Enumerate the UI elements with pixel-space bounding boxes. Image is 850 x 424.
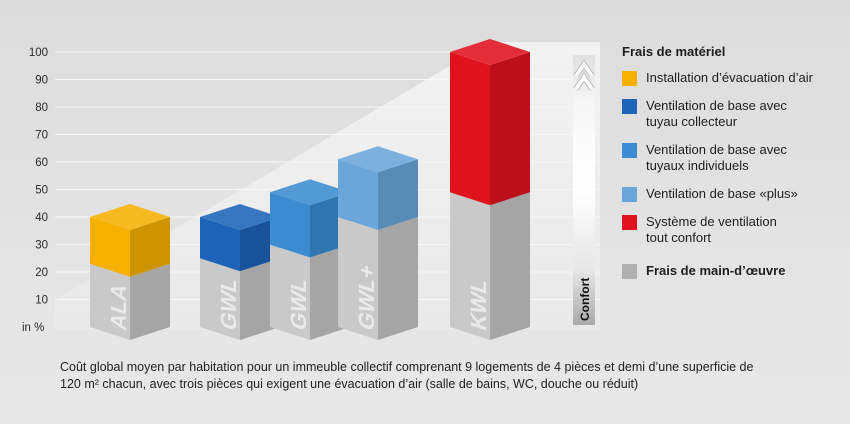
bar-front-face — [90, 263, 130, 340]
legend-label: Ventilation de base avec tuyau collecteu… — [646, 98, 787, 129]
legend-item: Ventilation de base avec tuyaux individu… — [622, 142, 844, 174]
legend-label: Système de ventilation tout confort — [646, 214, 777, 245]
bar-front-face — [200, 258, 240, 340]
bar-top-face — [90, 204, 170, 230]
bar-side-face — [130, 263, 170, 340]
legend-label: Installation d’évacuation d’air — [646, 70, 813, 85]
bar: ALA — [90, 204, 170, 340]
bar-category-label: GWL — [217, 274, 241, 333]
bar-material-segment — [200, 204, 280, 272]
bar-side-face — [490, 52, 530, 206]
bar-front-face — [450, 192, 490, 340]
bar-side-face — [490, 192, 530, 340]
bar-top-face — [200, 204, 280, 230]
legend-swatch — [622, 187, 637, 202]
bar-material-segment — [450, 39, 530, 206]
bar-top-face — [270, 179, 350, 206]
up-arrow-icon — [573, 58, 595, 91]
bar-top-face — [450, 39, 530, 65]
bar-labor-segment — [338, 217, 418, 340]
legend-swatch — [622, 264, 637, 279]
bar-front-face — [200, 217, 240, 272]
legend-swatch — [622, 99, 637, 114]
y-tick-label: 100 — [29, 47, 48, 59]
bar-labor-segment — [90, 263, 170, 340]
bar: KWL — [450, 39, 530, 340]
bar-side-face — [378, 159, 418, 230]
legend-title: Frais de matériel — [622, 44, 726, 59]
legend-item: Ventilation de base avec tuyau collecteu… — [622, 98, 844, 130]
bar-front-face — [270, 192, 310, 258]
bar-front-face — [450, 52, 490, 206]
legend-swatch — [622, 143, 637, 158]
comfort-scale-bar — [573, 55, 595, 325]
y-tick-label: 70 — [35, 130, 48, 142]
comfort-scale: Confort — [573, 55, 595, 325]
bar: GWL — [200, 204, 280, 340]
chart-caption: Coût global moyen par habitation pour un… — [60, 360, 754, 391]
bar-side-face — [130, 217, 170, 277]
y-tick-label: 40 — [35, 212, 48, 224]
legend-label: Frais de main-d’œuvre — [646, 263, 786, 278]
y-axis-label: in % — [22, 322, 44, 334]
y-tick-label: 10 — [35, 295, 48, 307]
legend-swatch — [622, 71, 637, 86]
bars: ALA GWL GWL GWL+ KWL — [90, 39, 530, 340]
legend-label: Ventilation de base avec tuyaux individu… — [646, 142, 787, 173]
bar: GWL+ — [338, 146, 418, 340]
bar-labor-segment — [450, 192, 530, 340]
comfort-label: Confort — [578, 278, 592, 321]
bar-front-face — [338, 159, 378, 230]
bar-front-face — [270, 244, 310, 340]
legend-swatch — [622, 215, 637, 230]
bar-side-face — [378, 217, 418, 340]
bar-category-label: GWL — [287, 274, 311, 333]
y-tick-label: 30 — [35, 240, 48, 252]
legend-item: Système de ventilation tout confort — [622, 214, 844, 246]
legend-item-labor: Frais de main-d’œuvre — [622, 263, 844, 279]
y-tick-label: 60 — [35, 157, 48, 169]
legend-item: Installation d’évacuation d’air — [622, 70, 844, 86]
bar-category-label: KWL — [467, 275, 491, 333]
bar-material-segment — [90, 204, 170, 277]
bar-category-label: ALA — [107, 280, 131, 333]
bar-top-face — [338, 146, 418, 173]
legend-label: Ventilation de base «plus» — [646, 186, 798, 201]
bar-category-label: GWL+ — [355, 261, 379, 333]
y-tick-label: 20 — [35, 267, 48, 279]
y-tick-label: 50 — [35, 185, 48, 197]
legend-item: Ventilation de base «plus» — [622, 186, 844, 202]
bar-front-face — [90, 217, 130, 277]
legend: Frais de matériel Installation d’évacuat… — [622, 44, 844, 291]
y-tick-label: 90 — [35, 75, 48, 87]
y-tick-label: 80 — [35, 102, 48, 114]
chart: 10 20 30 40 50 60 70 80 90 100 in % ALA GWL GWL GWL+… — [22, 39, 600, 340]
bar-material-segment — [338, 146, 418, 230]
bar-front-face — [338, 217, 378, 340]
